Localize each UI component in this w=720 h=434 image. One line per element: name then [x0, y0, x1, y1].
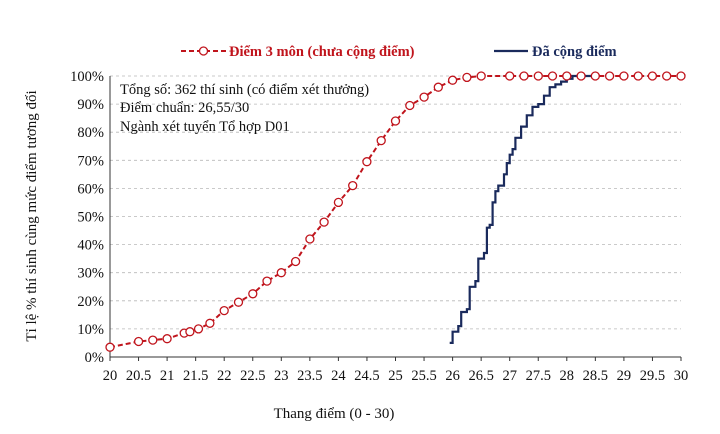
x-tick-label: 26 — [445, 368, 460, 384]
y-tick-label: 70% — [77, 153, 104, 169]
y-tick-label: 50% — [77, 210, 104, 226]
x-tick-label: 29 — [617, 368, 632, 384]
y-tick-label: 80% — [77, 125, 104, 141]
x-tick-label: 28.5 — [583, 368, 608, 384]
y-tick-label: 10% — [77, 322, 104, 338]
series-point-diem-3-mon — [193, 324, 204, 334]
series-point-diem-3-mon — [105, 342, 115, 352]
x-axis-title: Thang điểm (0 - 30) — [274, 406, 395, 422]
series-point-diem-3-mon — [219, 305, 229, 316]
y-axis-title: Tỉ lệ % thí sinh cùng mức điểm tương đối — [24, 90, 40, 341]
series-point-diem-3-mon — [205, 318, 215, 328]
series-point-diem-3-mon — [276, 268, 286, 278]
series-point-diem-3-mon — [647, 71, 658, 81]
series-point-diem-3-mon — [590, 71, 600, 81]
x-tick-labels: 20 20.5 21 21.5 22 22.5 23 23.5 24 24.5 25 25.5 26 26… — [103, 368, 689, 384]
series-point-diem-3-mon — [447, 75, 458, 85]
series-point-diem-3-mon — [319, 217, 329, 227]
x-tick-label: 27.5 — [526, 368, 551, 384]
series-point-diem-3-mon — [662, 71, 672, 81]
series-point-diem-3-mon — [290, 256, 301, 267]
x-tick-label: 21.5 — [183, 368, 208, 384]
x-tick-label: 25 — [388, 368, 403, 384]
y-tick-label: 100% — [70, 69, 104, 85]
x-tick-label: 22.5 — [240, 368, 265, 384]
x-tick-label: 24.5 — [354, 368, 379, 384]
series-point-diem-3-mon — [185, 327, 195, 337]
x-tick-label: 20.5 — [126, 368, 151, 384]
x-tick-label: 26.5 — [468, 368, 493, 384]
series-point-diem-3-mon — [405, 100, 415, 111]
series-point-diem-3-mon — [376, 135, 386, 146]
series-point-diem-3-mon — [248, 289, 258, 299]
y-tick-label: 40% — [77, 238, 104, 254]
y-tick-label: 30% — [77, 266, 104, 282]
x-tick-label: 25.5 — [411, 368, 436, 384]
series-point-diem-3-mon — [619, 71, 629, 81]
series-point-diem-3-mon — [390, 116, 401, 126]
annotation-cutoff: Điểm chuẩn: 26,55/30 — [120, 100, 249, 116]
series-line-diem-3-mon — [109, 75, 681, 349]
x-tick-label: 27 — [502, 368, 517, 384]
y-tick-label: 60% — [77, 181, 104, 197]
legend-label-diem-3-mon: Điểm 3 môn (chưa cộng điểm) — [229, 44, 415, 60]
series-point-diem-3-mon — [362, 157, 372, 167]
x-tick-label: 23 — [274, 368, 289, 384]
y-tick-label: 0% — [85, 350, 104, 366]
legend-marker-diem-3-mon — [198, 46, 209, 56]
x-tick-label: 20 — [103, 368, 118, 384]
series-point-diem-3-mon — [133, 336, 144, 347]
series-point-diem-3-mon — [519, 71, 529, 81]
y-tick-labels: 0% 10% 20% 30% 40% 50% 60% 70% 80% 90% 100% — [70, 69, 104, 366]
series-point-diem-3-mon — [533, 71, 543, 81]
annotation-total: Tổng số: 362 thí sinh (có điểm xét thưởn… — [120, 82, 369, 98]
series-line-da-cong-diem — [449, 74, 596, 344]
series-point-diem-3-mon — [476, 71, 486, 81]
series-point-diem-3-mon — [162, 334, 172, 344]
series-point-diem-3-mon — [604, 71, 615, 81]
x-tick-label: 23.5 — [297, 368, 322, 384]
x-tick-label: 30 — [674, 368, 689, 384]
x-tick-label: 28 — [560, 368, 575, 384]
series-point-diem-3-mon — [633, 71, 643, 81]
series-point-diem-3-mon — [676, 71, 686, 81]
legend: Điểm 3 môn (chưa cộng điểm) Đã cộng điểm — [181, 44, 617, 60]
series-point-diem-3-mon — [433, 82, 443, 92]
series-point-diem-3-mon — [462, 72, 472, 83]
series-point-diem-3-mon — [305, 234, 315, 244]
x-tick-label: 29.5 — [640, 368, 665, 384]
y-tick-label: 20% — [77, 294, 104, 310]
series-point-diem-3-mon — [333, 197, 344, 208]
series-point-diem-3-mon — [547, 71, 558, 81]
legend-label-da-cong-diem: Đã cộng điểm — [532, 44, 617, 60]
series-point-diem-3-mon — [262, 276, 272, 286]
x-tick-label: 22 — [217, 368, 232, 384]
x-tick-label: 24 — [331, 368, 346, 384]
series-layer — [105, 71, 686, 352]
series-point-diem-3-mon — [562, 71, 572, 81]
annotation-major: Ngành xét tuyển Tổ hợp D01 — [120, 119, 290, 135]
annotation-box: Tổng số: 362 thí sinh (có điểm xét thưởn… — [120, 82, 369, 135]
y-tick-label: 90% — [77, 97, 104, 113]
series-point-diem-3-mon — [233, 297, 244, 307]
axes — [109, 76, 682, 361]
series-point-diem-3-mon — [148, 335, 158, 345]
series-point-diem-3-mon — [419, 92, 429, 102]
series-point-diem-3-mon — [348, 180, 358, 191]
x-tick-label: 21 — [160, 368, 175, 384]
series-point-diem-3-mon — [576, 71, 586, 81]
series-point-diem-3-mon — [505, 71, 515, 81]
